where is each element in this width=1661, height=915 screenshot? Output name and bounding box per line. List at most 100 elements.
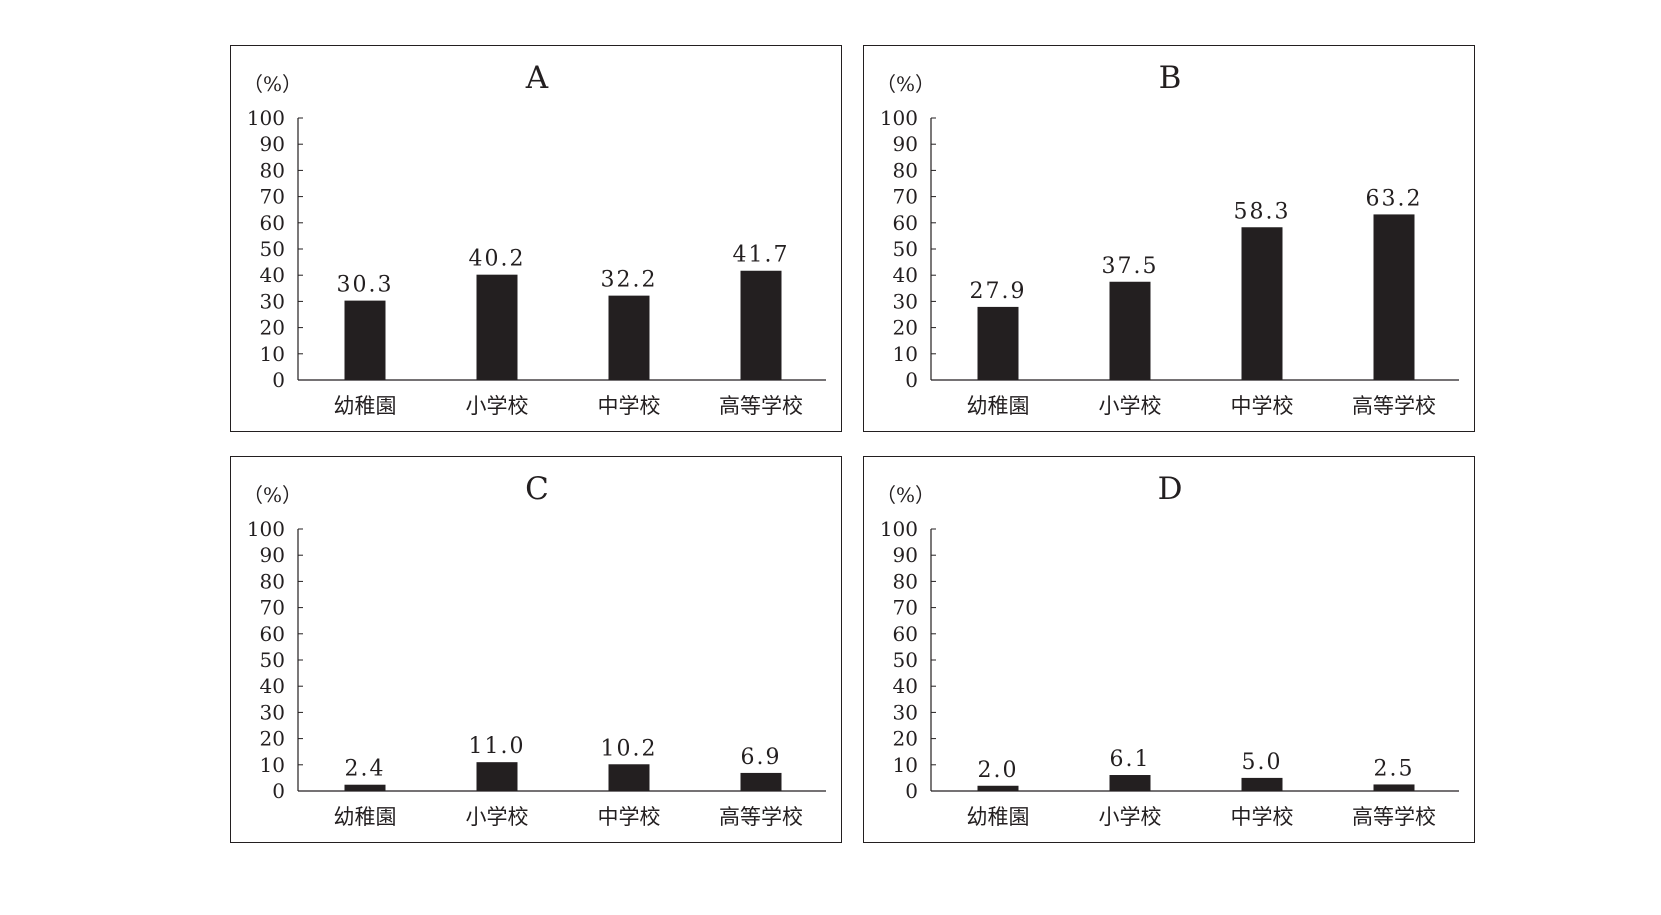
y-tick-label: 80 [893,158,918,182]
x-category-label: 中学校 [1231,805,1294,829]
chart-panel-a: A （%） 0 10 20 30 40 50 60 70 80 90 100 30.3 幼稚園 40.2 小学校… [230,45,842,432]
bar [608,764,650,791]
bar-value-label: 58.3 [1234,199,1291,224]
y-tick-label: 30 [260,289,285,313]
x-category-label: 小学校 [466,394,529,418]
bar [977,306,1019,380]
x-category-label: 高等学校 [1352,394,1436,418]
bar-value-label: 5.0 [1242,750,1283,775]
bar [1373,214,1415,380]
bar-value-label: 2.0 [978,758,1019,783]
bar [740,270,782,380]
y-tick-label: 10 [893,753,918,777]
y-tick-label: 40 [893,263,918,287]
y-tick-label: 10 [260,342,285,366]
y-tick-label: 0 [272,779,285,803]
y-tick-label: 80 [260,569,285,593]
bar [740,772,782,791]
y-axis-unit-label: （%） [243,72,302,96]
y-tick-label: 60 [260,211,285,235]
bar [476,762,518,791]
y-tick-label: 40 [260,263,285,287]
x-category-label: 幼稚園 [967,805,1030,829]
bar-value-label: 10.2 [601,736,658,761]
bar [608,295,650,380]
y-tick-label: 20 [893,316,918,340]
y-tick-label: 50 [893,648,918,672]
bar [1109,281,1151,380]
chart-title: B [1159,60,1182,96]
y-tick-label: 30 [893,700,918,724]
y-tick-label: 20 [893,727,918,751]
y-tick-label: 90 [260,543,285,567]
y-tick-label: 100 [247,517,285,541]
y-tick-label: 20 [260,316,285,340]
x-category-label: 小学校 [466,805,529,829]
bar-value-label: 6.1 [1110,747,1151,772]
x-category-label: 中学校 [598,805,661,829]
bar-value-label: 6.9 [741,745,782,770]
y-tick-label: 10 [893,342,918,366]
x-category-label: 小学校 [1099,805,1162,829]
x-category-label: 幼稚園 [334,394,397,418]
y-tick-label: 100 [880,517,918,541]
bar [1373,784,1415,791]
y-tick-label: 100 [880,106,918,130]
y-tick-label: 50 [893,237,918,261]
y-axis-unit-label: （%） [876,483,935,507]
chart-panel-b: B （%） 0 10 20 30 40 50 60 70 80 90 100 27.9 幼稚園 37.5 小学校… [863,45,1475,432]
y-tick-label: 70 [260,596,285,620]
y-tick-label: 50 [260,648,285,672]
bar [1241,227,1283,380]
y-axis-unit-label: （%） [876,72,935,96]
bar-value-label: 11.0 [469,734,526,759]
y-tick-label: 90 [893,543,918,567]
bar [1241,777,1283,791]
bar [1109,775,1151,791]
y-tick-label: 0 [272,368,285,392]
y-tick-label: 60 [893,622,918,646]
chart-panel-c: C （%） 0 10 20 30 40 50 60 70 80 90 100 2.4 幼稚園 11.0 小学校 1… [230,456,842,843]
bar-value-label: 2.5 [1374,756,1415,781]
y-tick-label: 50 [260,237,285,261]
y-tick-label: 70 [893,596,918,620]
bar-value-label: 30.3 [337,273,394,298]
chart-panel-d: D （%） 0 10 20 30 40 50 60 70 80 90 100 2.0 幼稚園 6.1 小学校 5.… [863,456,1475,843]
bar [344,300,386,380]
x-category-label: 小学校 [1099,394,1162,418]
bar-value-label: 27.9 [970,279,1027,304]
y-tick-label: 80 [893,569,918,593]
chart-title: A [525,60,549,96]
x-category-label: 高等学校 [719,394,803,418]
y-tick-label: 90 [893,132,918,156]
bar-value-label: 37.5 [1102,254,1159,279]
x-category-label: 高等学校 [1352,805,1436,829]
bar [476,274,518,380]
y-tick-label: 10 [260,753,285,777]
y-axis-unit-label: （%） [243,483,302,507]
y-tick-label: 90 [260,132,285,156]
bar [344,784,386,791]
y-tick-label: 100 [247,106,285,130]
y-tick-label: 80 [260,158,285,182]
y-tick-label: 40 [893,674,918,698]
y-tick-label: 70 [893,185,918,209]
y-tick-label: 60 [893,211,918,235]
bar-value-label: 32.2 [601,268,658,293]
x-category-label: 中学校 [1231,394,1294,418]
y-tick-label: 20 [260,727,285,751]
chart-title: D [1158,471,1183,507]
x-category-label: 幼稚園 [334,805,397,829]
bar-value-label: 2.4 [345,757,386,782]
y-tick-label: 40 [260,674,285,698]
bar [977,785,1019,791]
y-tick-label: 60 [260,622,285,646]
bar-value-label: 63.2 [1366,186,1423,211]
bar-value-label: 40.2 [469,247,526,272]
chart-title: C [525,471,549,507]
y-tick-label: 30 [260,700,285,724]
